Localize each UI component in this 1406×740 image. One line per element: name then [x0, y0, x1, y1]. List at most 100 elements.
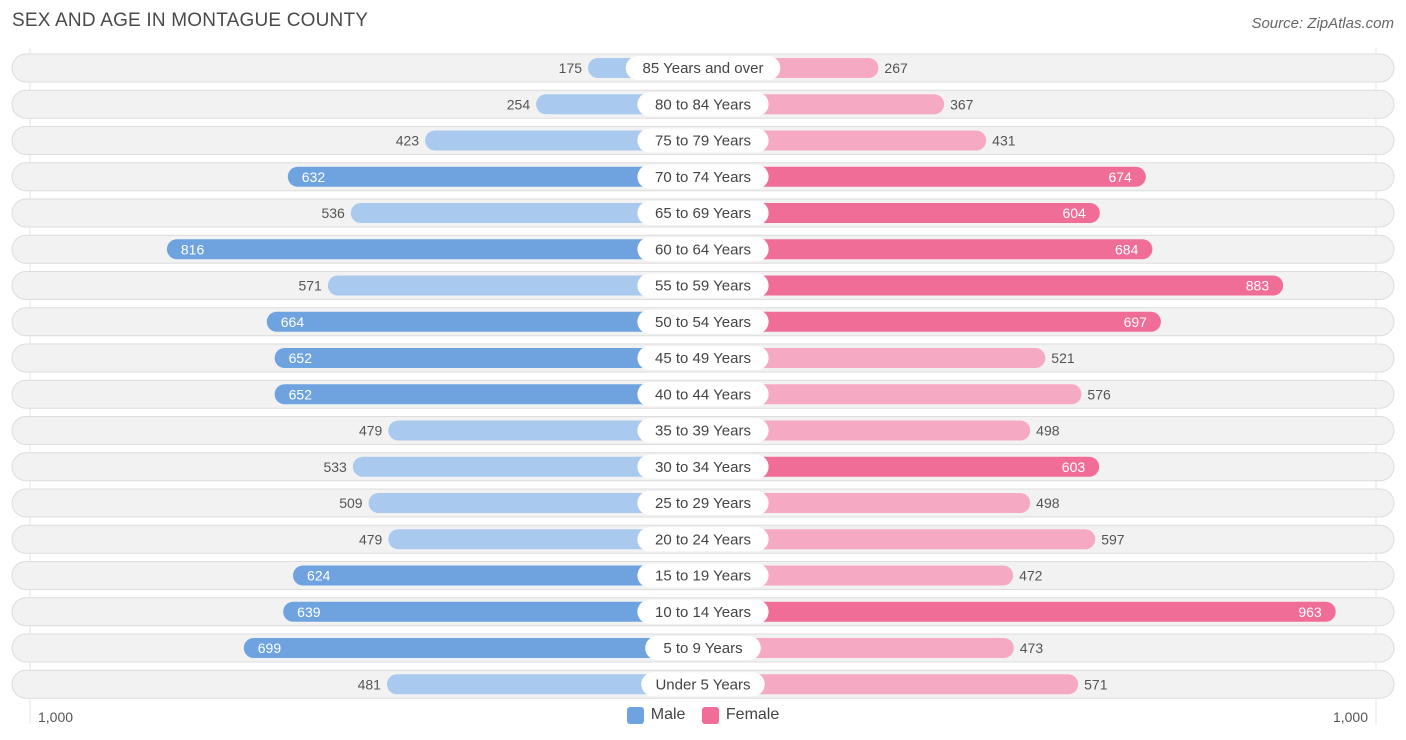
value-label-female: 473 [1020, 640, 1044, 656]
value-label-female: 684 [1115, 241, 1139, 257]
bar-male [350, 203, 703, 223]
category-label: 10 to 14 Years [655, 604, 751, 621]
value-label-male: 652 [289, 386, 313, 402]
bar-male [274, 348, 703, 368]
bar-male [287, 166, 703, 187]
bar-male [368, 493, 703, 513]
bar-male [274, 384, 703, 405]
source-credit: Source: ZipAtlas.com [1251, 15, 1394, 32]
chart-row: 652 521 45 to 49 Years [11, 343, 1395, 373]
bar-female [703, 311, 1161, 332]
category-label: 45 to 49 Years [655, 350, 751, 367]
value-label-female: 472 [1019, 568, 1043, 584]
bar-male [327, 275, 703, 296]
category-label: 65 to 69 Years [655, 205, 751, 222]
chart-row: 509 498 25 to 29 Years [11, 488, 1395, 518]
bar-female [703, 638, 1014, 658]
value-label-male: 423 [396, 133, 420, 149]
value-label-female: 431 [992, 133, 1016, 149]
category-label: 35 to 39 Years [655, 423, 751, 440]
value-label-male: 481 [358, 676, 382, 692]
legend-item-female: Female [701, 706, 780, 724]
axis-max-label: 1,000 [1332, 709, 1368, 725]
category-pill [637, 454, 769, 479]
legend-label-female: Female [725, 706, 780, 723]
bar-female [703, 601, 1336, 622]
legend-swatch-female [701, 706, 719, 724]
value-label-male: 536 [321, 205, 345, 221]
chart-row: 624 472 15 to 19 Years [11, 561, 1395, 590]
value-label-male: 632 [302, 169, 326, 185]
category-pill [637, 418, 769, 443]
legend: Male Female [0, 706, 1406, 729]
chart-row: 699 473 5 to 9 Years [11, 633, 1395, 663]
value-label-female: 576 [1087, 386, 1111, 402]
value-label-female: 498 [1036, 423, 1060, 439]
value-label-male: 571 [298, 278, 322, 294]
value-label-female: 267 [884, 60, 908, 76]
value-label-male: 509 [339, 495, 363, 511]
legend-item-male: Male [626, 706, 686, 724]
value-label-female: 883 [1246, 278, 1270, 294]
value-label-male: 816 [181, 241, 205, 257]
bar-male [293, 565, 703, 586]
chart-row: 639 963 10 to 14 Years [11, 597, 1395, 627]
value-label-male: 664 [281, 314, 305, 330]
bar-female [703, 456, 1100, 477]
bar-male [425, 130, 703, 151]
value-label-male: 652 [289, 350, 313, 366]
value-label-female: 603 [1062, 459, 1086, 475]
bar-female [703, 130, 987, 151]
value-label-female: 963 [1298, 604, 1322, 620]
bar-male [388, 420, 703, 441]
chart-row: 664 697 50 to 54 Years [11, 307, 1395, 337]
chart-row: 481 571 Under 5 Years [11, 669, 1395, 699]
chart-row: 423 431 75 to 79 Years [11, 126, 1395, 155]
value-label-male: 479 [359, 423, 383, 439]
category-pill [637, 164, 769, 189]
chart-row: 175 267 85 Years and over [11, 53, 1395, 83]
category-label: 20 to 24 Years [655, 531, 751, 548]
bar-male [283, 601, 703, 622]
category-pill [637, 382, 769, 407]
value-label-male: 254 [507, 96, 531, 112]
category-pill [645, 636, 761, 660]
category-label: 15 to 19 Years [655, 568, 751, 585]
category-pill [637, 128, 769, 153]
value-label-female: 697 [1124, 314, 1148, 330]
category-pill [637, 201, 769, 225]
bar-male [388, 529, 703, 550]
value-label-female: 498 [1036, 495, 1060, 511]
legend-label-male: Male [650, 706, 686, 723]
chart-row: 479 597 20 to 24 Years [11, 524, 1395, 554]
category-label: 70 to 74 Years [655, 169, 751, 186]
bar-female [703, 420, 1031, 441]
value-label-male: 175 [559, 60, 583, 76]
category-pill [625, 56, 781, 80]
bar-female [703, 275, 1284, 296]
chart-title: SEX AND AGE IN MONTAGUE COUNTY [12, 10, 369, 31]
bar-female [703, 493, 1031, 513]
chart-row: 816 684 60 to 64 Years [11, 234, 1395, 264]
chart-row: 652 576 40 to 44 Years [11, 379, 1395, 409]
category-pill [641, 672, 765, 697]
chart-row: 536 604 65 to 69 Years [11, 198, 1395, 228]
value-label-female: 674 [1108, 169, 1132, 185]
category-label: Under 5 Years [655, 676, 750, 693]
chart-row: 571 883 55 to 59 Years [11, 271, 1395, 300]
category-pill [637, 237, 769, 262]
value-label-female: 521 [1051, 350, 1075, 366]
category-pill [637, 92, 769, 117]
category-label: 55 to 59 Years [655, 278, 751, 295]
category-pill [637, 491, 769, 515]
bar-female [703, 239, 1153, 260]
chart-row: 479 498 35 to 39 Years [11, 416, 1395, 445]
category-label: 5 to 9 Years [663, 640, 742, 657]
category-pill [637, 599, 769, 624]
category-label: 50 to 54 Years [655, 314, 751, 331]
value-label-male: 639 [297, 604, 321, 620]
value-label-male: 699 [258, 640, 282, 656]
bar-female [703, 348, 1046, 368]
chart-row: 254 367 80 to 84 Years [11, 89, 1395, 119]
